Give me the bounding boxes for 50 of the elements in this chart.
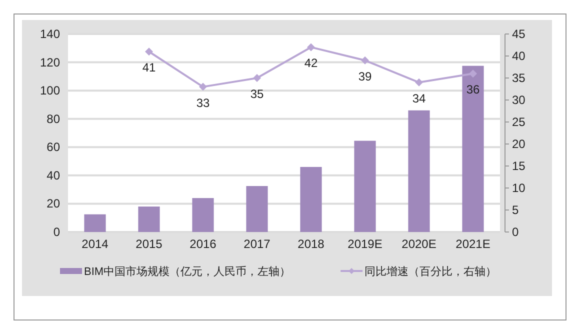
x-tick-label: 2015 bbox=[136, 237, 163, 251]
bar bbox=[84, 214, 106, 232]
point bbox=[361, 56, 369, 64]
y-tick-label: 0 bbox=[53, 225, 60, 239]
bar bbox=[300, 166, 322, 232]
y-tick-label: 140 bbox=[40, 27, 60, 41]
data-label: 35 bbox=[250, 87, 264, 101]
y-tick-label: 80 bbox=[46, 112, 60, 126]
point bbox=[199, 82, 207, 91]
x-tick-label: 2020E bbox=[402, 237, 436, 251]
x-tick-label: 2016 bbox=[190, 237, 217, 251]
data-label: 34 bbox=[412, 91, 426, 106]
x-tick-label: 2014 bbox=[82, 237, 109, 251]
data-label: 33 bbox=[196, 96, 210, 110]
y-tick-label: 20 bbox=[46, 196, 60, 211]
y2-tick-label: 15 bbox=[512, 159, 526, 173]
y-tick-label: 60 bbox=[46, 140, 60, 154]
point bbox=[253, 74, 261, 82]
y2-tick-label: 25 bbox=[512, 115, 526, 129]
y-tick-label: 100 bbox=[40, 84, 60, 98]
x-tick-label: 2021E bbox=[456, 237, 490, 251]
data-label: 36 bbox=[466, 82, 480, 97]
y2-tick-label: 35 bbox=[512, 71, 526, 85]
y2-tick-label: 0 bbox=[512, 225, 519, 239]
data-label: 42 bbox=[304, 56, 318, 70]
bar bbox=[192, 198, 214, 232]
data-label: 41 bbox=[142, 60, 156, 75]
point bbox=[145, 48, 153, 56]
y2-tick-label: 20 bbox=[512, 137, 526, 151]
point bbox=[307, 43, 315, 52]
point bbox=[469, 70, 477, 78]
x-tick-label: 2017 bbox=[244, 237, 271, 251]
bar bbox=[462, 66, 484, 232]
x-tick-label: 2018 bbox=[298, 237, 325, 251]
y2-tick-label: 5 bbox=[512, 203, 519, 217]
y-tick-label: 40 bbox=[46, 168, 60, 182]
legend-label: 同比增速（百分比，右轴） bbox=[364, 265, 497, 278]
bar bbox=[354, 140, 376, 232]
point bbox=[415, 78, 423, 86]
bar bbox=[138, 206, 160, 232]
bar bbox=[246, 186, 268, 232]
data-label: 39 bbox=[358, 69, 372, 84]
legend-label: BIM中国市场规模（亿元，人民币，左轴） bbox=[84, 265, 291, 278]
bar bbox=[408, 110, 430, 232]
y2-tick-label: 30 bbox=[512, 93, 526, 107]
y-tick-label: 120 bbox=[40, 55, 60, 70]
y2-tick-label: 45 bbox=[512, 27, 526, 41]
x-tick-label: 2019E bbox=[348, 237, 382, 251]
y2-tick-label: 40 bbox=[512, 49, 526, 63]
y2-tick-label: 10 bbox=[512, 181, 526, 195]
